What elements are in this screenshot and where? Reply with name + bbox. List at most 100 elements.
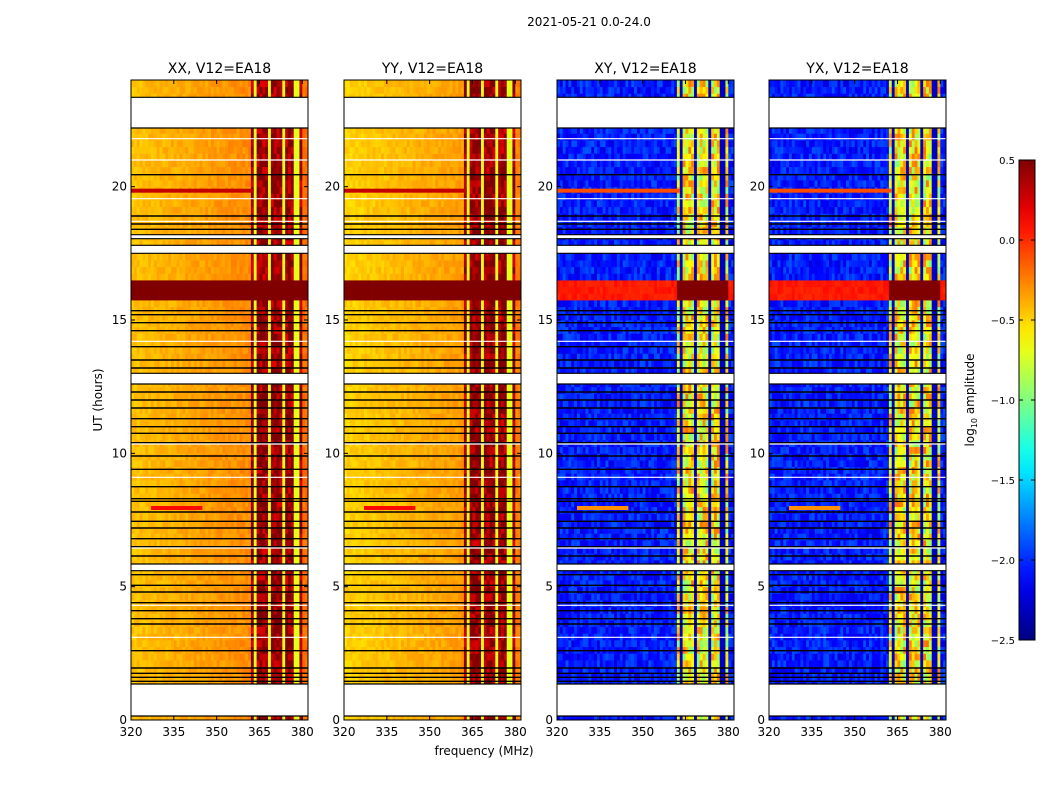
heatmap-cell <box>188 540 192 548</box>
heatmap-cell <box>159 653 163 661</box>
heatmap-cell <box>168 406 172 414</box>
heatmap-cell <box>228 266 232 274</box>
heatmap-cell <box>170 446 175 454</box>
heatmap-cell <box>222 206 226 214</box>
heatmap-cell <box>262 653 266 661</box>
heatmap-cell <box>279 273 283 281</box>
heatmap-cell <box>285 453 289 461</box>
heatmap-cell <box>236 553 240 561</box>
heatmap-cell <box>185 320 189 328</box>
heatmap-cell <box>210 653 215 661</box>
heatmap-cell <box>136 320 140 328</box>
heatmap-cell <box>225 540 229 548</box>
heatmap-cell <box>268 186 272 194</box>
heatmap-cell <box>273 453 277 461</box>
heatmap-cell <box>273 313 277 321</box>
heatmap-cell <box>276 600 280 608</box>
heatmap-cell <box>139 533 143 541</box>
heatmap-cell <box>296 413 300 421</box>
heatmap-cell <box>205 280 209 288</box>
heatmap-cell <box>148 506 152 514</box>
heatmap-cell <box>188 320 192 328</box>
heatmap-cell <box>139 280 143 288</box>
heatmap-cell <box>159 400 163 408</box>
heatmap-cell <box>148 713 152 720</box>
heatmap-cell <box>190 460 195 468</box>
heatmap-cell <box>305 513 308 521</box>
heatmap-cell <box>196 320 200 328</box>
heatmap-cell <box>288 573 292 581</box>
heatmap-cell <box>170 213 175 221</box>
heatmap-cell <box>168 340 172 348</box>
heatmap-cell <box>148 413 152 421</box>
heatmap-cell <box>259 426 263 434</box>
heatmap-cell <box>222 666 226 674</box>
heatmap-cell <box>168 433 172 441</box>
heatmap-cell <box>302 186 306 194</box>
heatmap-cell <box>233 493 238 501</box>
heatmap-cell <box>268 640 272 648</box>
heatmap-cell <box>230 506 235 514</box>
heatmap-cell <box>259 506 263 514</box>
heatmap-cell <box>268 586 272 594</box>
heatmap-cell <box>230 600 235 608</box>
heatmap-cell <box>153 613 158 621</box>
heatmap-cell <box>248 513 252 521</box>
heatmap-cell <box>159 353 163 361</box>
heatmap-cell <box>270 320 275 328</box>
heatmap-cell <box>233 253 238 261</box>
heatmap-cell <box>239 293 243 301</box>
heatmap-cell <box>150 426 155 434</box>
heatmap-cell <box>159 526 163 534</box>
heatmap-cell <box>262 533 266 541</box>
heatmap-cell <box>136 213 140 221</box>
heatmap-cell <box>153 586 158 594</box>
heatmap-cell <box>150 433 155 441</box>
heatmap-cell <box>285 613 289 621</box>
heatmap-cell <box>193 260 198 268</box>
heatmap-cell <box>239 453 243 461</box>
heatmap-cell <box>136 206 140 214</box>
heatmap-cell <box>288 320 292 328</box>
heatmap-cell <box>205 193 209 201</box>
heatmap-cell <box>145 360 149 368</box>
heatmap-cell <box>153 480 158 488</box>
heatmap-cell <box>299 640 303 648</box>
heatmap-cell <box>179 666 183 674</box>
heatmap-cell <box>142 480 146 488</box>
heatmap-cell <box>256 460 260 468</box>
heatmap-cell <box>150 573 155 581</box>
heatmap-cell <box>199 653 203 661</box>
heatmap-cell <box>182 206 186 214</box>
heatmap-cell <box>185 533 189 541</box>
heatmap-cell <box>185 546 189 554</box>
heatmap-cell <box>173 280 178 288</box>
heatmap-cell <box>188 513 192 521</box>
heatmap-cell <box>131 333 135 341</box>
heatmap-cell <box>145 366 149 374</box>
heatmap-cell <box>219 446 223 454</box>
heatmap-cell <box>153 640 158 648</box>
heatmap-cell <box>190 400 195 408</box>
heatmap-cell <box>182 293 186 301</box>
heatmap-cell <box>268 386 272 394</box>
heatmap-cell <box>133 540 138 548</box>
heatmap-cell <box>282 613 286 621</box>
heatmap-cell <box>153 526 158 534</box>
heatmap-cell <box>208 640 212 648</box>
heatmap-cell <box>290 540 295 548</box>
heatmap-cell <box>142 193 146 201</box>
heatmap-cell <box>136 480 140 488</box>
heatmap-cell <box>265 600 269 608</box>
heatmap-cell <box>222 600 226 608</box>
heatmap-cell <box>193 193 198 201</box>
heatmap-cell <box>145 486 149 494</box>
heatmap-cell <box>233 333 238 341</box>
heatmap-cell <box>156 240 160 248</box>
heatmap-cell <box>248 386 252 394</box>
heatmap-cell <box>153 366 158 374</box>
heatmap-cell <box>205 653 209 661</box>
heatmap-cell <box>299 206 303 214</box>
heatmap-cell <box>190 253 195 261</box>
heatmap-cell <box>270 413 275 421</box>
